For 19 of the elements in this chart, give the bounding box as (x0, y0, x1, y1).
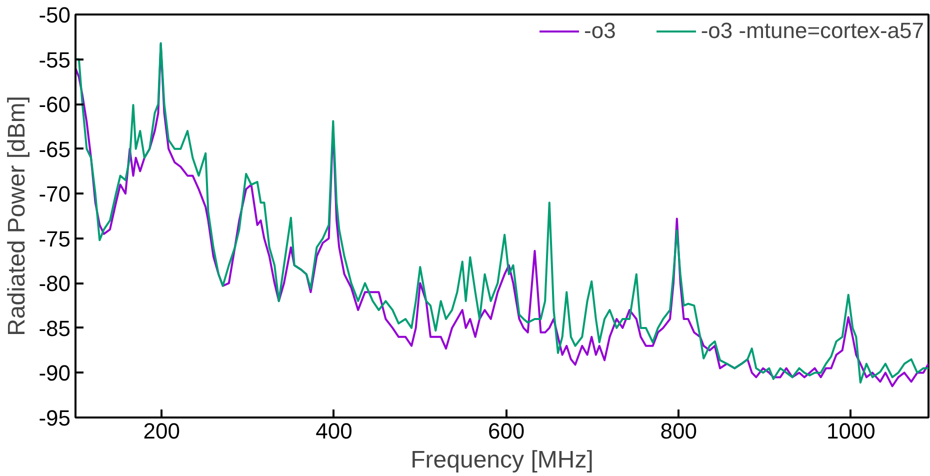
x-tick-label: 600 (488, 418, 525, 444)
y-tick-label: -90 (38, 360, 70, 386)
legend-label: -o3 -mtune=cortex-a57 (700, 18, 924, 44)
y-tick-label: -75 (38, 226, 70, 252)
x-tick-label: 400 (316, 418, 352, 444)
x-tick-label: 1000 (826, 418, 876, 444)
legend-label: -o3 (584, 18, 616, 44)
y-tick-label: -65 (38, 136, 70, 162)
y-tick-label: -70 (38, 182, 70, 207)
y-tick-label: -50 (38, 2, 70, 28)
x-tick-label: 800 (660, 418, 697, 444)
y-tick-label: -95 (38, 406, 70, 430)
y-tick-label: -85 (38, 316, 70, 341)
x-axis-title: Frequency [MHz] (410, 446, 594, 474)
y-tick-label: -80 (38, 271, 70, 296)
x-tick-label: 200 (143, 418, 180, 444)
y-tick-label: -55 (38, 47, 70, 72)
y-tick-label: -60 (38, 92, 70, 118)
y-axis-title: Radiated Power [dBm] (4, 96, 31, 336)
